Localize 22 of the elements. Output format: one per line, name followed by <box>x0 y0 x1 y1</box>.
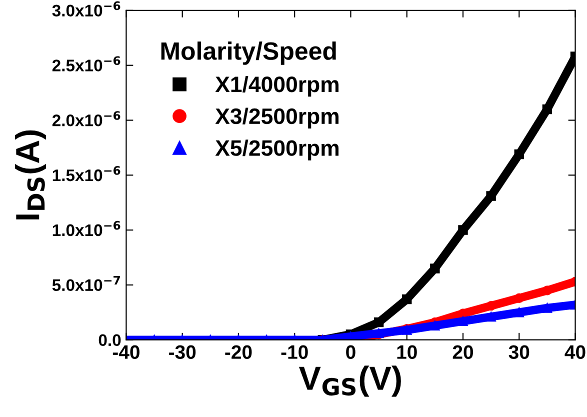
legend-label: X1/4000rpm <box>215 76 338 97</box>
legend-title: Molarity/Speed <box>161 42 336 65</box>
x-tick-label: 20 <box>452 345 474 359</box>
x-tick-label: 0 <box>346 345 356 359</box>
x-tick-label: 30 <box>508 345 530 360</box>
y-tick-label: 0.0 <box>98 334 121 346</box>
x-tick-label: -30 <box>169 345 196 360</box>
y-tick-label: 2.5x10$^{−6}$ <box>52 56 120 72</box>
x-tick-label: 40 <box>564 345 586 359</box>
y-axis-title: I$_{DS}$(A) <box>14 130 46 220</box>
legend-label: X3/2500rpm <box>215 108 338 128</box>
x-tick-label: -10 <box>281 345 308 359</box>
y-tick-label: 5.0x10$^{−7}$ <box>52 276 120 292</box>
x-axis-title: V$_{GS}$(V) <box>298 366 401 397</box>
y-tick-label: 1.0x10$^{−6}$ <box>52 220 120 236</box>
legend-label: X5/2500rpm <box>215 140 338 160</box>
y-tick-label: 3.0x10$^{−6}$ <box>52 1 120 17</box>
x-tick-label: -20 <box>225 345 252 359</box>
y-tick-label: 2.0x10$^{−6}$ <box>52 111 120 126</box>
y-tick-label: 1.5x10$^{−6}$ <box>52 166 120 182</box>
x-tick-label: 10 <box>397 345 417 359</box>
x-tick-label: -40 <box>112 345 140 359</box>
